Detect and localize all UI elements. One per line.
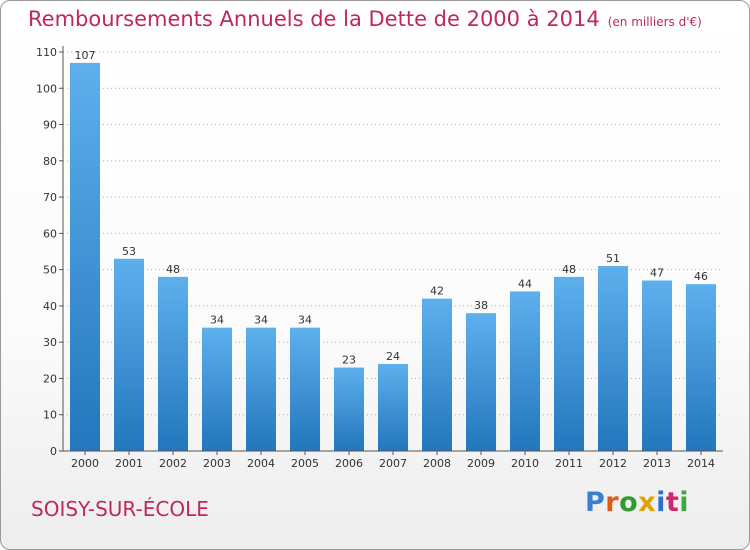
chart-title: Remboursements Annuels de la Dette de 20… — [28, 7, 702, 31]
chart-unit-note: (en milliers d'€) — [607, 15, 702, 29]
x-tick-label: 2000 — [71, 457, 99, 470]
y-tick-label: 20 — [43, 372, 57, 385]
y-tick-label: 0 — [50, 445, 57, 458]
bar — [202, 327, 232, 451]
y-tick-label: 100 — [36, 82, 57, 95]
bar — [642, 280, 672, 451]
bar — [378, 363, 408, 451]
axes — [59, 46, 723, 455]
x-tick-label: 2002 — [159, 457, 187, 470]
bar — [554, 276, 584, 451]
data-label: 48 — [166, 263, 180, 276]
y-tick-label: 70 — [43, 191, 57, 204]
data-label: 23 — [342, 354, 356, 367]
data-label: 44 — [518, 277, 532, 290]
bar — [158, 276, 188, 451]
x-tick-label: 2014 — [687, 457, 715, 470]
city-name: SOISY-SUR-ÉCOLE — [31, 497, 209, 521]
y-tick-label: 10 — [43, 409, 57, 422]
logo-letter: i — [679, 487, 690, 518]
x-tick-label: 2012 — [599, 457, 627, 470]
data-label: 34 — [298, 314, 312, 327]
bar — [686, 284, 716, 451]
bar — [70, 62, 100, 452]
logo-letter: r — [605, 487, 620, 518]
bar — [114, 258, 144, 451]
logo-letter: x — [638, 487, 657, 518]
y-tick-label: 30 — [43, 336, 57, 349]
data-label: 48 — [562, 263, 576, 276]
y-tick-label: 60 — [43, 227, 57, 240]
x-tick-label: 2008 — [423, 457, 451, 470]
data-label: 47 — [650, 267, 664, 280]
data-label: 51 — [606, 252, 620, 265]
data-label: 38 — [474, 299, 488, 312]
bar — [246, 327, 276, 451]
y-tick-label: 40 — [43, 300, 57, 313]
y-tick-label: 50 — [43, 264, 57, 277]
bar — [422, 298, 452, 451]
x-tick-label: 2005 — [291, 457, 319, 470]
chart-title-text: Remboursements Annuels de la Dette de 20… — [28, 7, 600, 31]
logo-letter: i — [656, 487, 666, 518]
bar — [510, 291, 540, 451]
logo-letter: o — [619, 487, 639, 518]
x-tick-label: 2011 — [555, 457, 583, 470]
bar — [290, 327, 320, 451]
data-label: 46 — [694, 270, 708, 283]
y-tick-label: 80 — [43, 155, 57, 168]
x-tick-label: 2004 — [247, 457, 275, 470]
data-label: 107 — [75, 49, 96, 62]
data-label: 34 — [210, 314, 224, 327]
x-tick-label: 2007 — [379, 457, 407, 470]
data-label: 24 — [386, 350, 400, 363]
labels: 0 10 20 30 40 50 60 70 80 90 100 110 107 2000 53 2001 48… — [36, 46, 715, 470]
proxiti-logo: Proxiti — [585, 487, 689, 518]
logo-letter: P — [585, 487, 606, 518]
data-label: 34 — [254, 314, 268, 327]
bars — [70, 62, 716, 452]
x-tick-label: 2009 — [467, 457, 495, 470]
data-label: 53 — [122, 245, 136, 258]
x-tick-label: 2010 — [511, 457, 539, 470]
bar — [466, 313, 496, 451]
x-tick-label: 2003 — [203, 457, 231, 470]
x-tick-label: 2006 — [335, 457, 363, 470]
x-tick-label: 2013 — [643, 457, 671, 470]
bar — [334, 367, 364, 451]
data-label: 42 — [430, 285, 444, 298]
logo-letter: t — [665, 487, 680, 518]
x-tick-label: 2001 — [115, 457, 143, 470]
y-tick-label: 110 — [36, 46, 57, 59]
y-tick-label: 90 — [43, 119, 57, 132]
bar — [598, 266, 628, 451]
